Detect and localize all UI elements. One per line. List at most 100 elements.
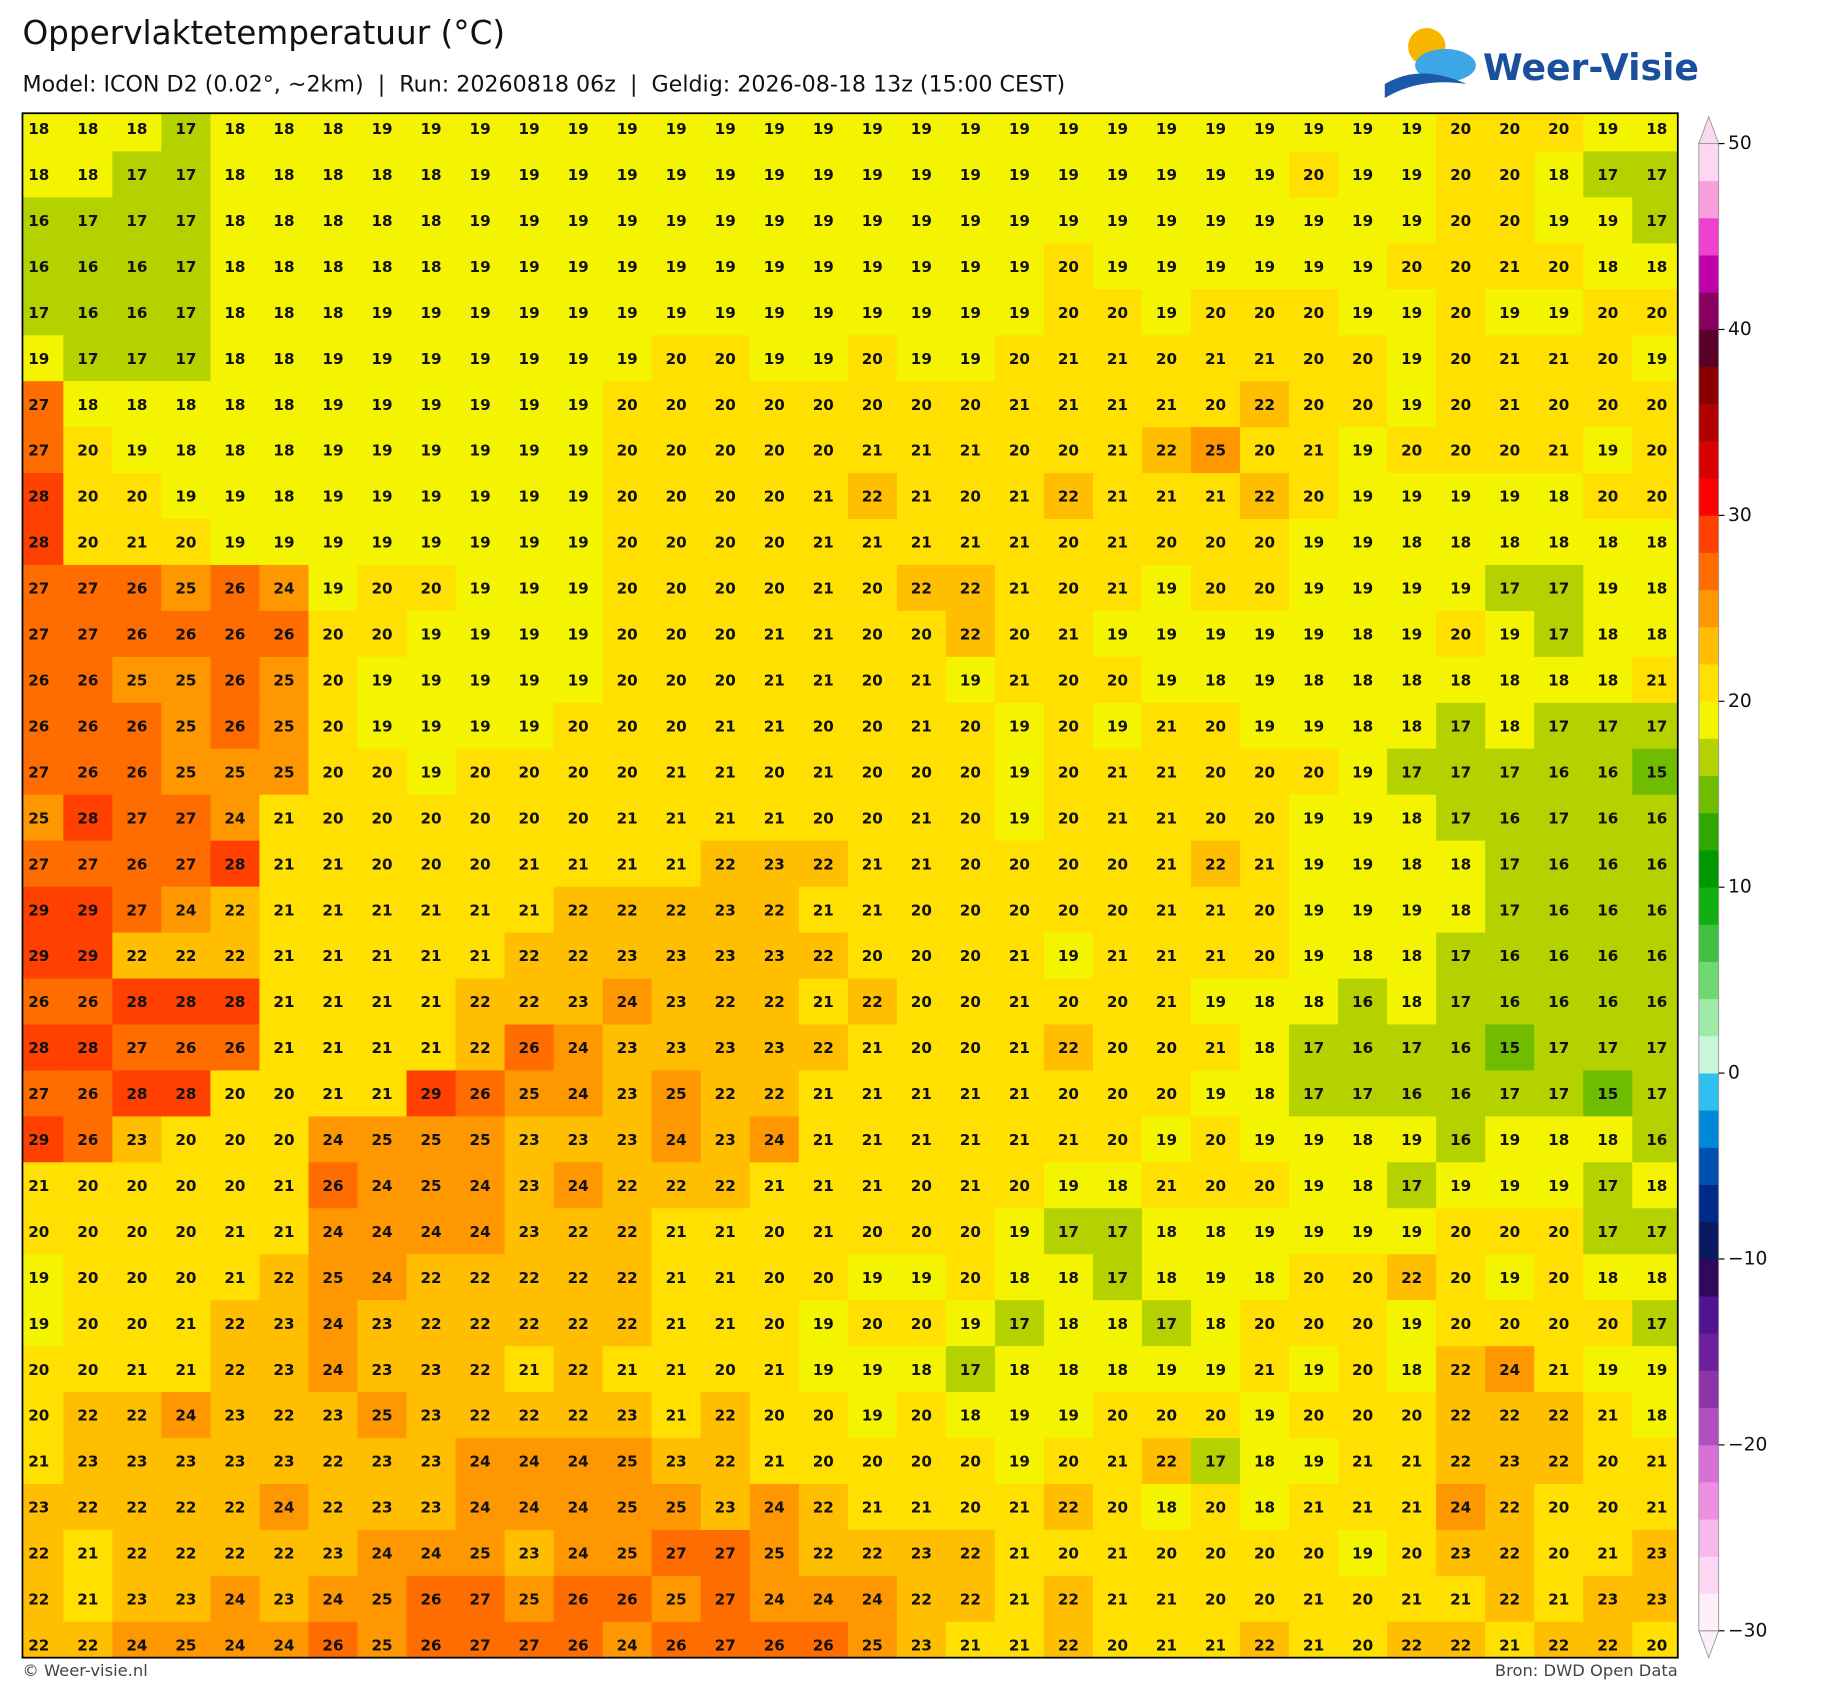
temp-label: 20 (1499, 120, 1520, 138)
temp-label: 19 (519, 212, 540, 230)
temp-cell (1289, 289, 1339, 336)
temp-cell (308, 656, 359, 704)
temp-cell (1240, 1208, 1290, 1255)
temp-label: 19 (1597, 1361, 1618, 1379)
temp-cell (1141, 610, 1192, 658)
temp-label: 21 (421, 901, 442, 919)
temp-cell (1240, 1392, 1290, 1439)
temp-label: 22 (764, 901, 785, 919)
temp-cell (504, 1575, 555, 1623)
temp-cell (896, 381, 947, 428)
temp-cell (749, 748, 800, 796)
temp-cell (308, 794, 359, 842)
temp-cell (1338, 473, 1388, 520)
temp-cell (1583, 932, 1633, 980)
temp-cell (259, 1116, 310, 1163)
temp-cell (357, 886, 408, 934)
temp-label: 19 (813, 1361, 834, 1379)
temp-label: 19 (1352, 442, 1373, 460)
temp-label: 22 (224, 1499, 245, 1517)
temp-cell (1092, 886, 1143, 934)
temp-label: 19 (617, 350, 638, 368)
temp-cell (798, 1392, 849, 1439)
temp-cell (1436, 197, 1486, 244)
temp-cell (22, 1346, 64, 1393)
temp-cell (1534, 113, 1584, 152)
temp-cell (1387, 932, 1437, 980)
temp-cell (1240, 840, 1290, 888)
temp-label: 19 (568, 626, 589, 644)
temp-cell (798, 1024, 849, 1072)
temp-cell (308, 289, 359, 336)
temp-label: 20 (126, 1223, 147, 1241)
temp-label: 20 (911, 1315, 932, 1333)
temp-cell (1436, 1438, 1486, 1485)
temp-cell (602, 1392, 653, 1439)
temp-cell (357, 1254, 408, 1301)
temp-cell (651, 1346, 702, 1393)
temp-cell (504, 840, 555, 888)
temp-cell (1240, 473, 1290, 520)
temp-label: 18 (224, 258, 245, 276)
colorbar-segment (1698, 180, 1719, 219)
temp-label: 28 (28, 534, 49, 552)
temp-label: 18 (1646, 626, 1667, 644)
temp-label: 20 (960, 809, 981, 827)
temp-label: 27 (28, 763, 49, 781)
temp-label: 20 (1009, 901, 1030, 919)
temp-cell (1141, 702, 1192, 750)
temp-cell (210, 564, 261, 612)
temp-cell (63, 1529, 113, 1577)
temp-label: 20 (1303, 1269, 1324, 1287)
temp-cell (602, 886, 653, 934)
temp-cell (700, 197, 751, 244)
temp-cell (406, 381, 457, 428)
temp-label: 20 (1303, 304, 1324, 322)
temp-label: 24 (617, 993, 638, 1011)
temp-label: 19 (1254, 1407, 1275, 1425)
temp-label: 19 (322, 580, 343, 598)
temp-cell (798, 1116, 849, 1163)
temp-cell (1387, 381, 1437, 428)
temp-label: 20 (126, 1315, 147, 1333)
temp-label: 21 (1107, 809, 1128, 827)
temp-label: 20 (617, 488, 638, 506)
temp-cell (1436, 1483, 1486, 1531)
temp-label: 22 (568, 901, 589, 919)
temp-cell (1338, 1208, 1388, 1255)
temp-cell (1240, 1529, 1290, 1577)
temp-label: 20 (862, 1453, 883, 1471)
temp-label: 24 (470, 1499, 491, 1517)
temp-cell (1043, 840, 1094, 888)
temp-label: 24 (421, 1545, 442, 1563)
temp-label: 25 (224, 763, 245, 781)
temp-cell (1387, 1162, 1437, 1209)
temp-label: 21 (617, 1361, 638, 1379)
temp-label: 20 (862, 1315, 883, 1333)
temp-label: 20 (1058, 1085, 1079, 1103)
temp-cell (798, 1208, 849, 1255)
temp-cell (357, 840, 408, 888)
temp-label: 20 (1597, 304, 1618, 322)
temp-label: 23 (273, 1591, 294, 1609)
temp-cell (798, 1483, 849, 1531)
temp-label: 16 (1450, 1039, 1471, 1057)
temp-label: 20 (1303, 763, 1324, 781)
temp-label: 21 (322, 947, 343, 965)
temp-cell (847, 794, 898, 842)
temp-label: 27 (126, 901, 147, 919)
temp-cell (406, 518, 457, 566)
temp-cell (112, 748, 162, 796)
temp-label: 21 (1009, 1636, 1030, 1654)
temp-label: 21 (715, 717, 736, 735)
temp-label: 20 (1548, 1499, 1569, 1517)
temp-cell (994, 886, 1045, 934)
temp-cell (1387, 1070, 1437, 1117)
temp-cell (504, 1208, 555, 1255)
temp-label: 17 (1646, 717, 1667, 735)
temp-label: 18 (273, 350, 294, 368)
temp-cell (210, 886, 261, 934)
temp-label: 20 (911, 947, 932, 965)
temp-label: 19 (519, 396, 540, 414)
temp-cell (1485, 289, 1535, 336)
